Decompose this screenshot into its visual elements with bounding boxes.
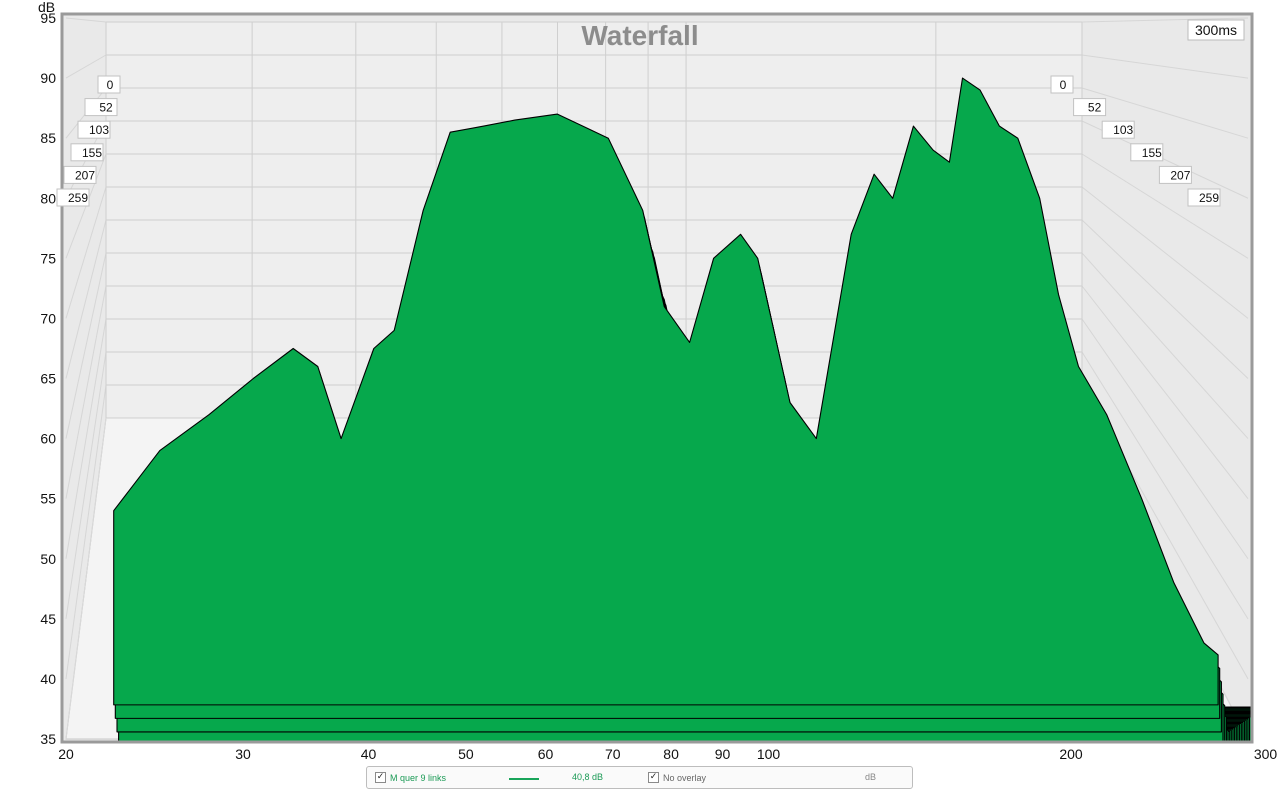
waterfall-slice bbox=[113, 77, 1219, 706]
grid-line-side-left bbox=[65, 384, 107, 679]
y-tick-label: 90 bbox=[40, 70, 56, 86]
y-tick-label: 40 bbox=[40, 671, 56, 687]
grid-line-side-right bbox=[1081, 351, 1249, 620]
slice-label-right: 259 bbox=[1199, 191, 1219, 205]
y-tick-label: 70 bbox=[40, 310, 56, 326]
overlay-checkbox[interactable]: ✓ bbox=[648, 772, 659, 783]
slice-label-left: 103 bbox=[89, 123, 109, 137]
measurement-name: M quer 9 links bbox=[390, 772, 447, 783]
grid-line-side-right bbox=[1081, 54, 1249, 79]
y-axis-ticks: 35 40 45 50 55 60 65 70 75 80 85 90 95 bbox=[40, 10, 56, 747]
x-tick-label: 30 bbox=[235, 746, 251, 762]
grid-line-side-right bbox=[1081, 285, 1249, 499]
legend-unit: dB bbox=[865, 772, 877, 782]
slice-label-box-left bbox=[70, 143, 104, 162]
grid-line-side-left bbox=[65, 186, 107, 319]
slice-label-left: 52 bbox=[99, 101, 113, 115]
grid-line-side-right bbox=[1081, 153, 1249, 259]
grid-line-side-right bbox=[1081, 252, 1249, 439]
slice-label-box-right bbox=[1187, 188, 1221, 207]
slice-label-box-left bbox=[77, 120, 111, 139]
slice-label-box-right bbox=[1101, 120, 1135, 139]
grid-line-floor bbox=[65, 417, 107, 740]
x-tick-label: 50 bbox=[458, 746, 474, 762]
slice-label-left: 155 bbox=[82, 146, 102, 160]
grid-line-side-right bbox=[1081, 87, 1249, 139]
slice-label-box-left bbox=[84, 98, 118, 117]
y-tick-label: 45 bbox=[40, 611, 56, 627]
y-tick-label: 55 bbox=[40, 491, 56, 507]
y-tick-label: 80 bbox=[40, 190, 56, 206]
overlay-name: No overlay bbox=[663, 772, 707, 783]
x-tick-label: 60 bbox=[538, 746, 554, 762]
slice-label-box-right bbox=[1050, 75, 1074, 94]
slice-label-right: 155 bbox=[1142, 146, 1162, 160]
measurement-line-swatch bbox=[509, 778, 539, 780]
legend-item-measurement[interactable]: ✓ M quer 9 links bbox=[375, 772, 446, 783]
grid-line-side-right bbox=[1081, 186, 1249, 319]
x-tick-label: 40 bbox=[361, 746, 377, 762]
grid-line-side-left bbox=[65, 252, 107, 439]
slice-label-left: 207 bbox=[75, 168, 95, 182]
y-tick-label: 35 bbox=[40, 731, 56, 747]
y-tick-label: 50 bbox=[40, 551, 56, 567]
legend-bar: ✓ M quer 9 links 40,8 dB ✓ No overlay dB bbox=[366, 766, 913, 789]
slice-label-box-left bbox=[97, 75, 121, 94]
legend-item-overlay[interactable]: ✓ No overlay bbox=[648, 772, 706, 783]
grid-line-side-right bbox=[1081, 219, 1249, 379]
x-tick-label: 300 Hz bbox=[1254, 746, 1280, 762]
plot-frame bbox=[60, 12, 1254, 744]
slice-label-right: 207 bbox=[1170, 168, 1190, 182]
x-axis-ticks: 20 30 40 50 60 70 80 90 100 200 300 Hz bbox=[58, 746, 1280, 762]
slice-label-box-right bbox=[1158, 165, 1192, 184]
x-tick-label: 70 bbox=[605, 746, 621, 762]
time-range-label: 300ms bbox=[1195, 22, 1237, 38]
grid-line-side-left bbox=[65, 318, 107, 559]
grid-line-side-left bbox=[65, 219, 107, 379]
grid-line-side-left bbox=[65, 17, 107, 23]
x-tick-label: 100 bbox=[757, 746, 781, 762]
x-tick-label: 200 bbox=[1059, 746, 1083, 762]
slice-label-box-right bbox=[1130, 143, 1164, 162]
slice-label-box-left bbox=[56, 188, 90, 207]
measurement-db-value: 40,8 dB bbox=[572, 772, 604, 782]
x-tick-label: 90 bbox=[715, 746, 731, 762]
grid-line-side-left bbox=[65, 285, 107, 499]
y-tick-label: 85 bbox=[40, 130, 56, 146]
slice-label-right: 52 bbox=[1088, 101, 1102, 115]
time-range-box bbox=[1187, 19, 1245, 41]
grid-line-side-right bbox=[1081, 318, 1249, 560]
x-tick-label: 80 bbox=[663, 746, 679, 762]
grid-line-side-left bbox=[65, 54, 107, 79]
grid-line-side-right bbox=[1081, 17, 1249, 23]
grid-line-side-left bbox=[65, 351, 107, 619]
y-axis-unit: dB bbox=[38, 0, 55, 15]
y-tick-label: 65 bbox=[40, 371, 56, 387]
slice-label-left: 259 bbox=[68, 191, 88, 205]
slice-label-left: 0 bbox=[107, 78, 114, 92]
slice-labels: 0 0 52 52 103 103 155 155 207 207 259 259 bbox=[56, 75, 1221, 207]
slice-label-box-left bbox=[63, 165, 97, 184]
y-tick-label: 95 bbox=[40, 10, 56, 26]
slice-label-box-right bbox=[1073, 98, 1107, 117]
y-tick-label: 75 bbox=[40, 250, 56, 266]
slice-label-right: 103 bbox=[1113, 123, 1133, 137]
waterfall-slices bbox=[113, 77, 1252, 742]
y-tick-label: 60 bbox=[40, 431, 56, 447]
slice-label-right: 0 bbox=[1060, 78, 1067, 92]
chart-title: Waterfall bbox=[581, 20, 698, 51]
x-tick-label: 20 bbox=[58, 746, 74, 762]
measurement-checkbox[interactable]: ✓ bbox=[375, 772, 386, 783]
